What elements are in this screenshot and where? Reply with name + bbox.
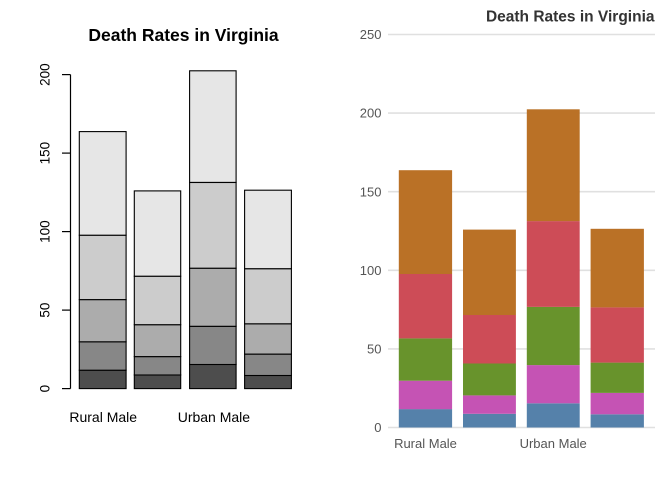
svg-text:150: 150	[38, 142, 53, 165]
svg-text:100: 100	[360, 263, 382, 278]
svg-text:Death Rates in Virginia: Death Rates in Virginia	[88, 25, 279, 45]
svg-text:100: 100	[38, 220, 53, 243]
svg-text:150: 150	[360, 184, 382, 199]
svg-text:200: 200	[38, 63, 53, 86]
svg-text:0: 0	[374, 420, 381, 435]
svg-text:Rural Male: Rural Male	[394, 436, 457, 451]
svg-text:Rural Male: Rural Male	[69, 409, 137, 425]
svg-text:Urban Male: Urban Male	[178, 409, 251, 425]
svg-text:50: 50	[367, 342, 381, 357]
svg-text:Death Rates in Virginia: Death Rates in Virginia	[486, 9, 655, 26]
svg-text:250: 250	[360, 27, 382, 42]
svg-text:50: 50	[38, 303, 53, 318]
svg-text:200: 200	[360, 106, 382, 121]
svg-text:0: 0	[38, 385, 53, 393]
svg-text:Urban Male: Urban Male	[520, 436, 587, 451]
